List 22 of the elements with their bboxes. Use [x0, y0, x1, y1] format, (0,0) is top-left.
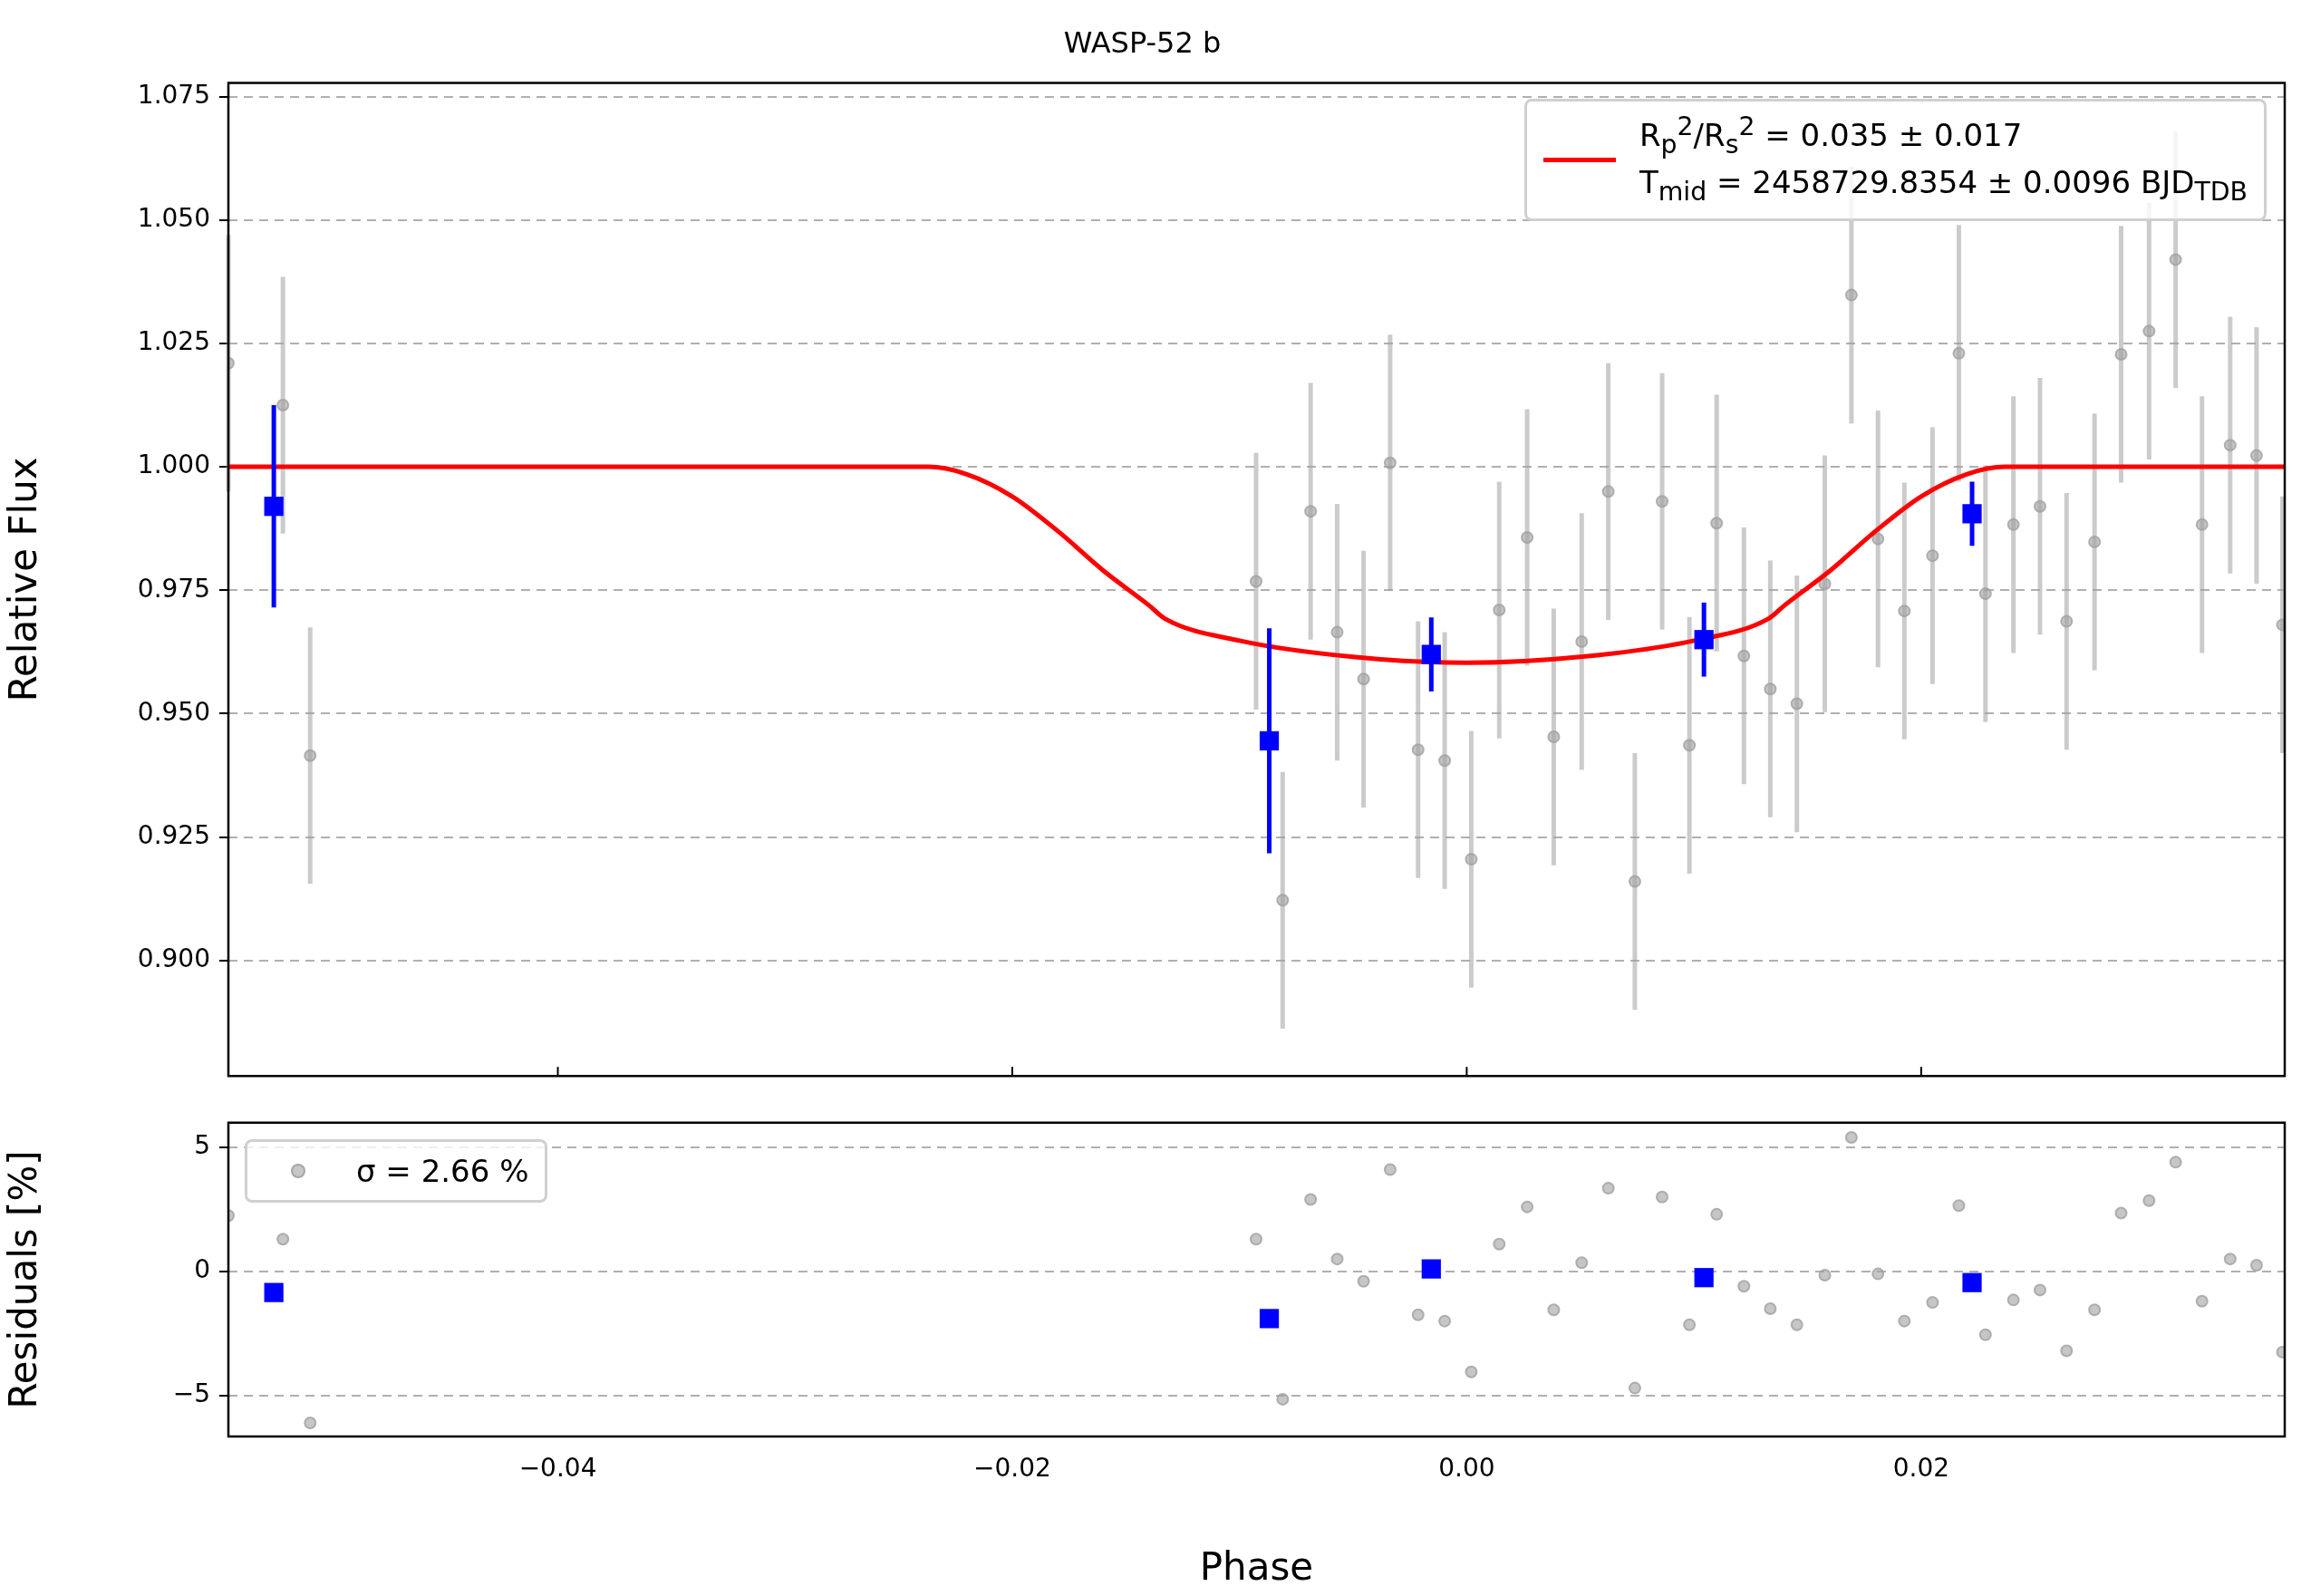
- legend: σ = 2.66 %: [245, 1138, 548, 1203]
- y-tick-label: 5: [194, 1130, 210, 1161]
- legend: R$_{p}$$^{2}$/R$_{s}$$^{2}$ = 0.035 ± 0.017 T$_{mid}$ = 2458729.8354 ± 0.0096 BJD$_{TDB}$: [1523, 99, 2267, 221]
- y-tick-label: −5: [172, 1378, 210, 1409]
- x-tick-label: 0.02: [1892, 1453, 1950, 1484]
- y-tick-label: 1.000: [137, 450, 210, 480]
- x-tick-label: 0.00: [1438, 1453, 1495, 1484]
- x-axis-title: Phase: [1199, 1543, 1314, 1589]
- y-tick-label: 0.950: [137, 696, 210, 727]
- y-tick-label: 0.925: [137, 819, 210, 850]
- chart-title: WASP-52 b: [1063, 24, 1222, 60]
- y-axis-title: Relative Flux: [1, 457, 46, 702]
- y-axis-title: Residuals [%]: [1, 1150, 46, 1409]
- x-tick-label: −0.02: [973, 1453, 1051, 1484]
- x-tick-label: −0.04: [518, 1453, 597, 1484]
- y-tick-label: 0.900: [137, 943, 210, 974]
- y-tick-label: 1.050: [137, 203, 210, 234]
- y-tick-label: 1.075: [137, 79, 210, 110]
- y-tick-label: 1.025: [137, 326, 210, 357]
- y-tick-label: 0.975: [137, 573, 210, 604]
- legend-label: σ = 2.66 %: [356, 1151, 529, 1191]
- y-tick-label: 0: [194, 1254, 210, 1285]
